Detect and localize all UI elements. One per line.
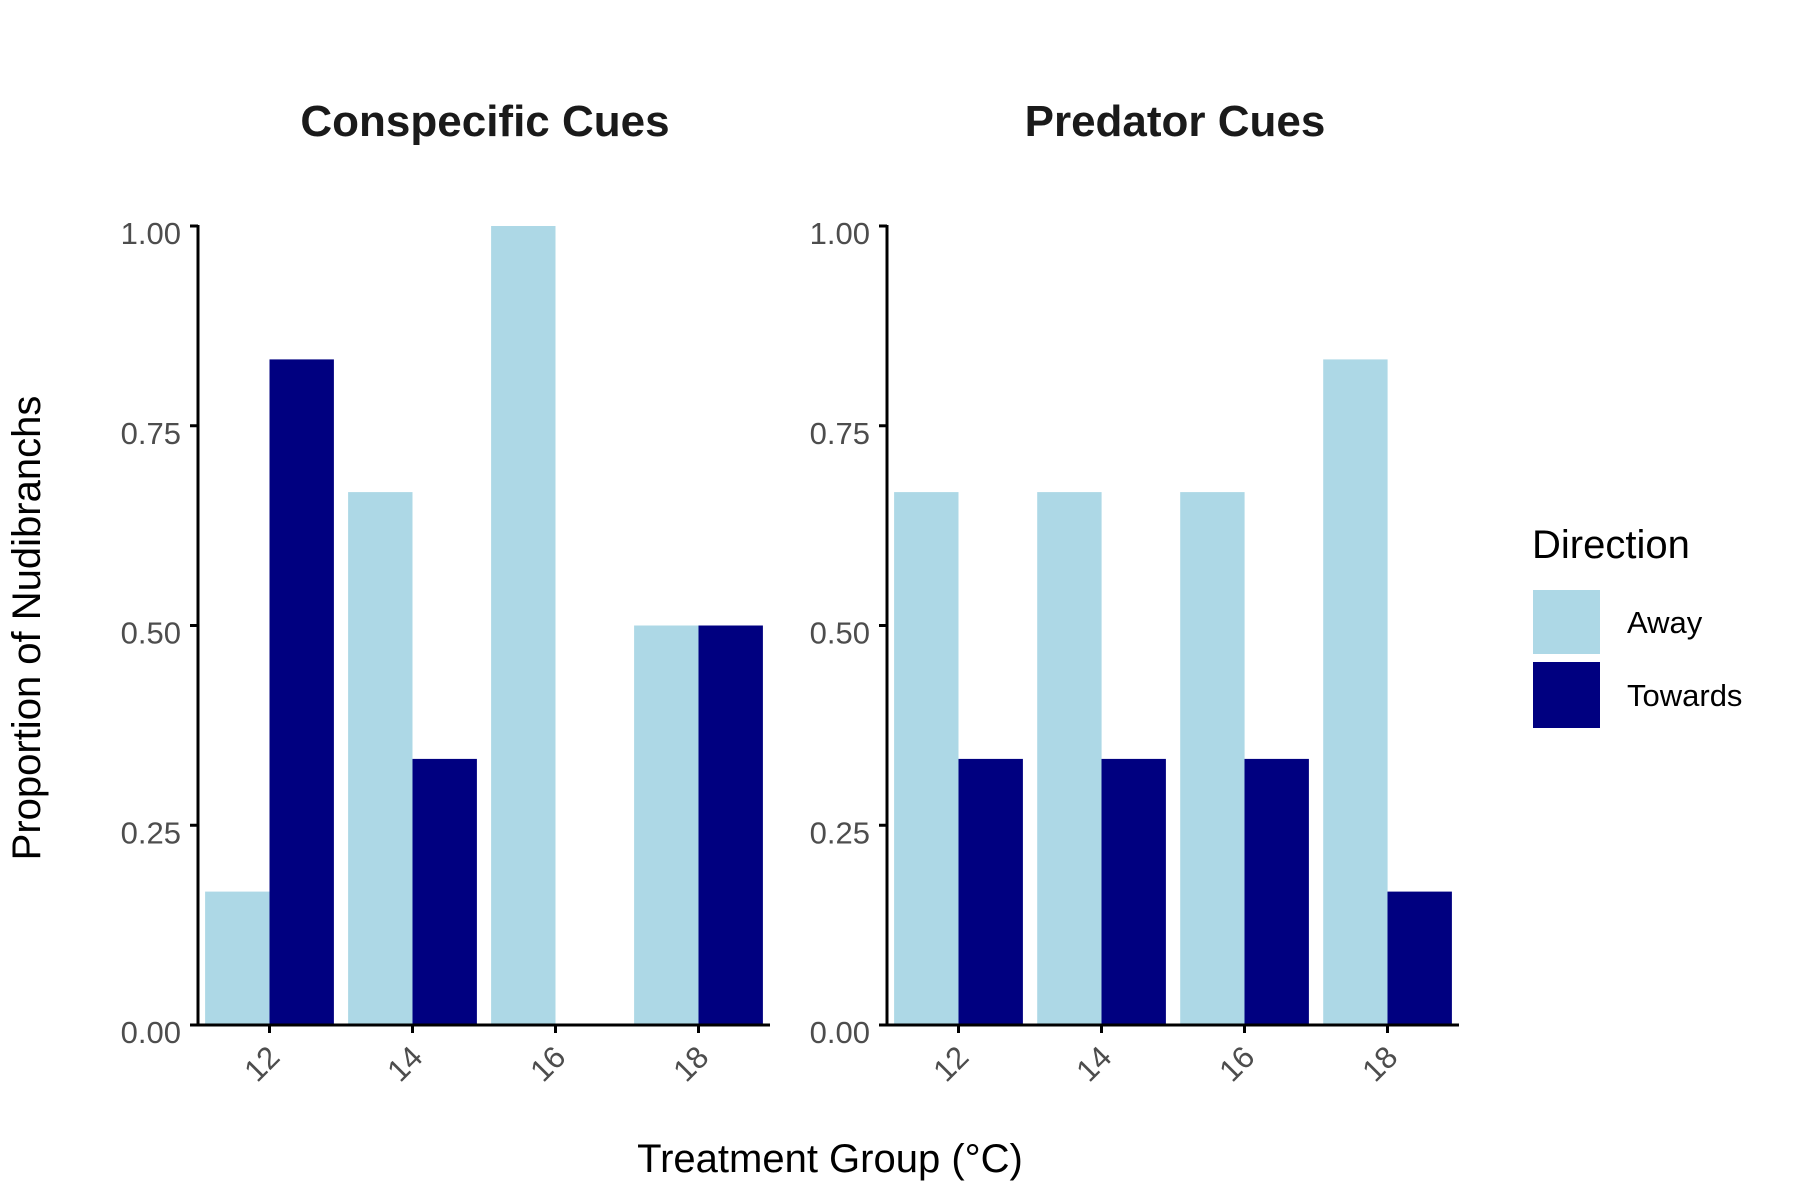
y-tick-label: 0.00 [810, 1015, 870, 1050]
y-tick-label: 0.50 [121, 616, 181, 651]
bar-towards-14 [1101, 758, 1166, 1025]
bar-away-16 [491, 226, 556, 1025]
bar-away-14 [348, 492, 413, 1026]
bar-away-18 [634, 625, 699, 1025]
bar-away-16 [1180, 492, 1245, 1026]
panel-title: Conspecific Cues [300, 97, 669, 146]
bar-away-12 [205, 891, 270, 1025]
bar-towards-16 [1244, 758, 1309, 1025]
y-tick-label: 0.75 [121, 416, 181, 451]
y-tick-label: 1.00 [810, 216, 870, 251]
panel-title: Predator Cues [1025, 97, 1326, 146]
legend-title: Direction [1532, 523, 1690, 567]
y-tick-label: 0.25 [121, 815, 181, 850]
y-tick-label: 0.00 [121, 1015, 181, 1050]
bar-towards-14 [412, 758, 477, 1025]
legend-key-away [1533, 590, 1600, 654]
x-axis-title: Treatment Group (°C) [637, 1137, 1023, 1181]
y-tick-label: 1.00 [121, 216, 181, 251]
bar-towards-18 [698, 625, 763, 1025]
bar-away-12 [894, 492, 959, 1026]
bar-towards-12 [269, 359, 334, 1025]
bars-group [205, 226, 763, 1026]
bar-towards-12 [958, 758, 1023, 1025]
y-tick-label: 0.50 [810, 616, 870, 651]
y-axis-title: Proportion of Nudibranchs [5, 396, 49, 861]
legend-label-away: Away [1627, 605, 1703, 640]
bars-group [894, 359, 1452, 1026]
y-tick-label: 0.75 [810, 416, 870, 451]
bar-away-14 [1037, 492, 1102, 1026]
legend-label-towards: Towards [1627, 678, 1742, 713]
legend: Direction Away Towards [1532, 523, 1742, 728]
bar-away-18 [1323, 359, 1388, 1025]
legend-key-towards [1533, 662, 1600, 728]
bar-towards-18 [1387, 891, 1452, 1025]
y-tick-label: 0.25 [810, 815, 870, 850]
